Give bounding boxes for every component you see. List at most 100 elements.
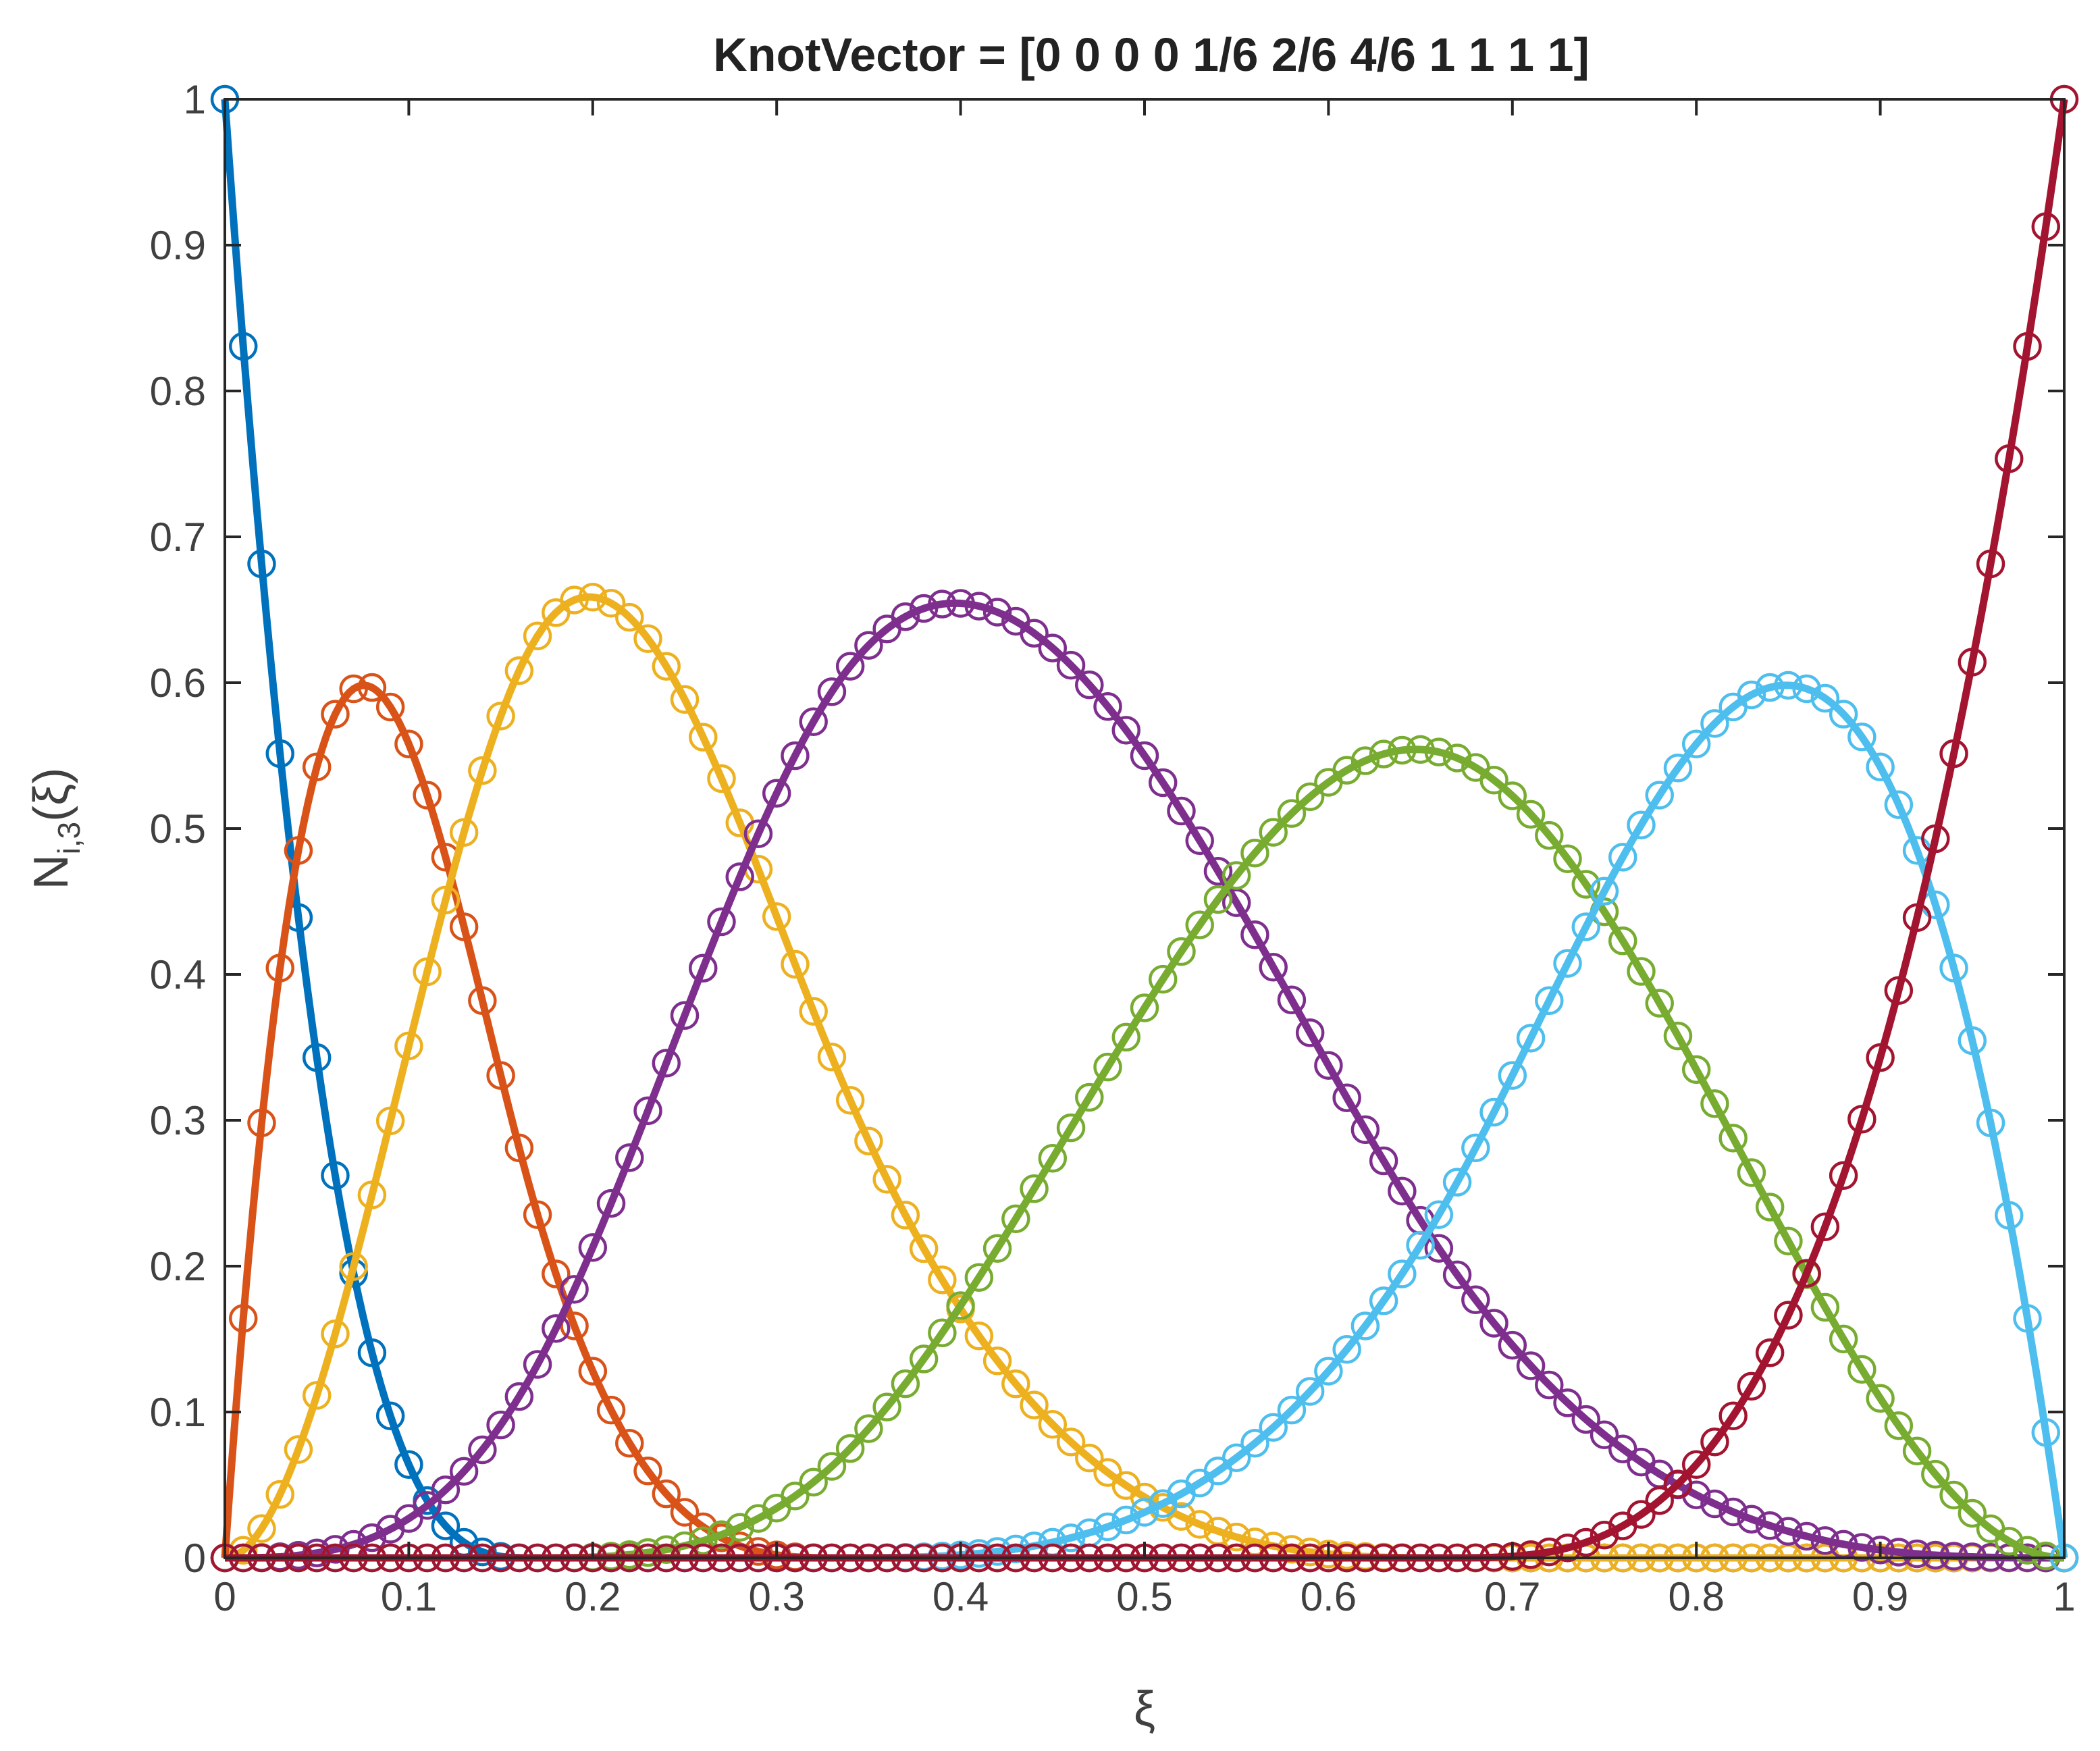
x-tick-label: 1 — [2053, 1574, 2075, 1619]
data-point — [1388, 1176, 1417, 1206]
data-point — [1075, 1443, 1104, 1473]
data-point — [1442, 1168, 1472, 1197]
data-point — [1847, 1105, 1876, 1134]
data-point — [909, 1344, 939, 1374]
data-point — [707, 1520, 736, 1549]
data-point — [2013, 332, 2042, 361]
data-point — [835, 1434, 865, 1463]
data-point — [1535, 986, 1564, 1016]
data-point — [633, 624, 662, 654]
data-point — [1240, 920, 1269, 949]
data-point — [817, 1042, 847, 1072]
y-axis-label: Ni,3(ξ) — [24, 768, 86, 890]
data-point — [891, 1201, 920, 1230]
data-point — [1277, 1535, 1307, 1564]
data-point — [781, 741, 810, 770]
data-point — [302, 1381, 332, 1410]
y-tick-label: 0.5 — [150, 806, 206, 852]
data-point — [1535, 1370, 1564, 1400]
data-point — [1774, 1226, 1803, 1256]
data-point — [652, 1535, 681, 1564]
series-line-7 — [225, 99, 2068, 1562]
data-point — [1553, 949, 1582, 978]
data-point — [431, 1475, 461, 1505]
data-point — [339, 1252, 368, 1281]
data-point — [1755, 1193, 1785, 1222]
data-point — [1350, 1115, 1380, 1145]
data-point — [652, 1479, 681, 1509]
data-point — [1866, 752, 1895, 781]
data-point — [1921, 824, 1950, 854]
data-point — [762, 779, 791, 808]
data-point — [1203, 885, 1233, 914]
data-point — [781, 949, 810, 979]
data-point — [1516, 1024, 1546, 1053]
data-point — [615, 1143, 644, 1172]
data-point — [1535, 820, 1564, 850]
data-point — [964, 592, 994, 621]
data-point — [1884, 1411, 1914, 1440]
data-point — [946, 1291, 975, 1320]
data-point — [504, 656, 534, 685]
data-point — [560, 585, 589, 615]
data-point — [1020, 1174, 1049, 1203]
data-point — [1277, 985, 1307, 1015]
chart-title: KnotVector = [0 0 0 0 1/6 2/6 4/6 1 1 1 … — [713, 28, 1590, 81]
data-point — [1020, 1390, 1049, 1419]
data-point — [835, 652, 865, 681]
data-point — [1810, 1292, 1840, 1322]
data-point — [1056, 1113, 1086, 1143]
data-point — [1958, 1498, 1987, 1528]
data-point — [1093, 1052, 1122, 1082]
data-point — [615, 602, 644, 632]
data-point — [1075, 1082, 1104, 1112]
data-point — [1645, 1486, 1674, 1515]
data-point — [1737, 680, 1766, 710]
data-point — [781, 1482, 810, 1511]
x-axis-label: ξ — [1134, 1682, 1155, 1736]
data-point — [1718, 1124, 1748, 1153]
data-point — [1902, 1539, 1932, 1569]
data-point — [1976, 549, 2005, 579]
data-point — [449, 1457, 479, 1486]
data-point — [1663, 1469, 1693, 1498]
data-point — [1792, 1259, 1821, 1288]
data-point — [1369, 739, 1398, 768]
data-point — [542, 1314, 571, 1343]
data-point — [375, 1401, 405, 1430]
data-point — [1001, 1204, 1030, 1234]
data-point — [928, 1318, 957, 1348]
data-point — [1939, 1480, 1968, 1510]
data-point — [394, 1450, 423, 1479]
data-point — [1442, 743, 1472, 773]
data-point — [688, 1526, 718, 1555]
data-point — [633, 1457, 662, 1486]
data-point — [1884, 976, 1914, 1005]
data-point — [449, 818, 479, 847]
data-point — [468, 756, 497, 785]
data-point — [1332, 756, 1361, 785]
data-point — [1976, 1108, 2005, 1138]
data-point — [1866, 1384, 1895, 1413]
data-point — [542, 1259, 571, 1288]
data-point — [1553, 1388, 1582, 1417]
data-point — [1847, 1355, 1876, 1384]
data-point — [2031, 1541, 2061, 1571]
data-point — [1516, 1540, 1546, 1569]
data-point — [1535, 1537, 1564, 1567]
data-point — [1995, 1527, 2024, 1556]
data-point — [284, 1435, 313, 1464]
data-point — [1075, 670, 1104, 700]
data-point — [1571, 870, 1601, 899]
data-point — [817, 677, 847, 706]
data-point — [247, 1108, 276, 1138]
data-point — [799, 1467, 828, 1497]
y-tick-label: 0.2 — [150, 1244, 206, 1289]
data-point — [1627, 810, 1656, 839]
data-point — [982, 598, 1012, 627]
data-point — [1424, 1234, 1454, 1263]
data-point — [1590, 1420, 1619, 1449]
series-layer — [210, 84, 2079, 1573]
data-point — [1148, 1489, 1178, 1518]
data-point — [1571, 1527, 1601, 1557]
